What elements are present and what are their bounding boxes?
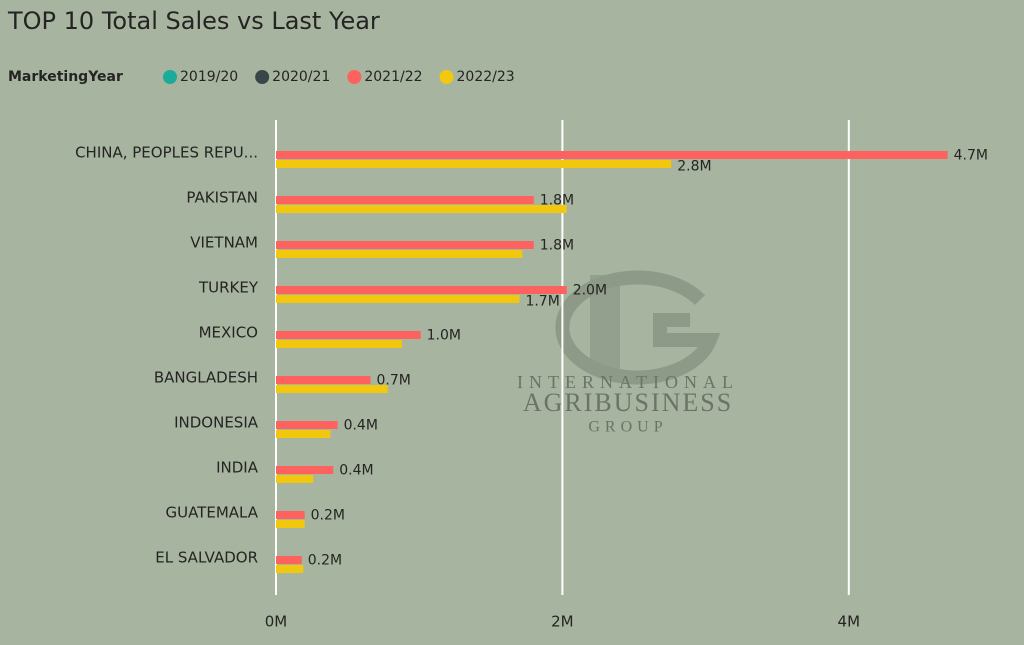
logo-shape xyxy=(555,270,721,385)
legend-marker xyxy=(347,70,362,84)
bar xyxy=(276,340,403,348)
bar xyxy=(276,250,523,258)
bar xyxy=(276,556,302,564)
y-tick-label: TURKEY xyxy=(198,279,259,297)
bar xyxy=(276,286,567,294)
y-tick-label: VIETNAM xyxy=(190,234,258,252)
logo-shape xyxy=(590,275,620,370)
bar xyxy=(276,520,305,528)
data-label: 0.7M xyxy=(377,373,411,389)
data-label: 1.8M xyxy=(540,193,574,209)
bar xyxy=(276,385,388,393)
bar xyxy=(276,511,305,519)
data-label: 1.7M xyxy=(525,294,559,310)
y-tick-label: CHINA, PEOPLES REPU... xyxy=(75,144,258,162)
watermark-text: INTERNATIONAL xyxy=(517,372,739,392)
bar xyxy=(276,466,334,474)
bar xyxy=(276,421,338,429)
bar xyxy=(276,205,567,213)
data-label: 2.0M xyxy=(573,283,607,299)
x-tick-label: 4M xyxy=(838,613,861,631)
bar xyxy=(276,196,534,204)
data-label: 1.8M xyxy=(540,238,574,254)
bar xyxy=(276,430,331,438)
data-label: 0.4M xyxy=(339,463,373,479)
data-label: 1.0M xyxy=(427,328,461,344)
y-tick-label: PAKISTAN xyxy=(186,189,258,207)
chart-title: TOP 10 Total Sales vs Last Year xyxy=(7,7,380,35)
legend-label: 2021/22 xyxy=(364,69,422,85)
bar xyxy=(276,331,421,339)
bar xyxy=(276,475,314,483)
bar xyxy=(276,376,371,384)
data-label: 0.4M xyxy=(344,418,378,434)
bar xyxy=(276,160,672,168)
data-label: 0.2M xyxy=(308,553,342,569)
data-label: 2.8M xyxy=(677,159,711,175)
bar xyxy=(276,565,304,573)
y-tick-label: EL SALVADOR xyxy=(155,549,258,567)
y-tick-label: MEXICO xyxy=(199,324,258,342)
legend-marker xyxy=(439,70,454,84)
legend-marker xyxy=(255,70,270,84)
x-tick-label: 2M xyxy=(551,613,574,631)
data-label: 4.7M xyxy=(954,148,988,164)
bar xyxy=(276,241,534,249)
legend-marker xyxy=(163,70,177,84)
y-tick-label: BANGLADESH xyxy=(154,369,258,387)
legend-label: 2020/21 xyxy=(272,69,330,85)
watermark-text: AGRIBUSINESS xyxy=(523,388,733,417)
legend-label: 2019/20 xyxy=(180,69,238,85)
y-tick-label: GUATEMALA xyxy=(165,504,258,522)
watermark-text: GROUP xyxy=(588,419,667,436)
y-tick-label: INDIA xyxy=(216,459,259,477)
bar xyxy=(276,151,948,159)
bar xyxy=(276,295,520,303)
legend-title: MarketingYear xyxy=(8,69,123,85)
y-tick-label: INDONESIA xyxy=(174,414,259,432)
watermark: INTERNATIONAL AGRIBUSINESS GROUP xyxy=(517,270,739,436)
x-tick-label: 0M xyxy=(265,613,288,631)
legend-label: 2022/23 xyxy=(457,69,515,85)
data-label: 0.2M xyxy=(311,508,345,524)
